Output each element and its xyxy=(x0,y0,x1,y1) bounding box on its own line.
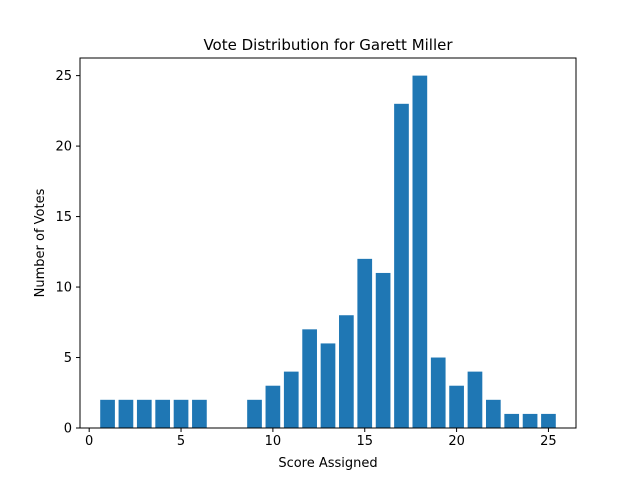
x-tick-label: 25 xyxy=(540,434,557,449)
bar-score-10 xyxy=(265,385,281,428)
bar-score-14 xyxy=(339,315,354,428)
y-axis-ticks: 0 5 10 15 20 25 xyxy=(55,69,80,437)
bar-score-25 xyxy=(541,413,556,428)
bar-score-17 xyxy=(394,103,409,429)
x-tick-label: 0 xyxy=(85,434,93,449)
bar-score-9 xyxy=(247,399,262,428)
bar-score-18 xyxy=(412,75,428,428)
bar-score-4 xyxy=(155,399,171,428)
bar-score-20 xyxy=(449,385,464,428)
y-tick-label: 10 xyxy=(55,281,72,296)
bar-score-24 xyxy=(522,413,538,428)
bar-score-15 xyxy=(357,258,373,428)
x-tick-label: 10 xyxy=(265,434,282,449)
y-tick-label: 25 xyxy=(55,69,72,84)
y-tick-label: 20 xyxy=(55,140,72,155)
bar-score-21 xyxy=(467,371,483,428)
bar-score-1 xyxy=(100,399,115,428)
y-tick-label: 15 xyxy=(55,210,72,225)
y-tick-label: 0 xyxy=(64,422,72,437)
x-axis-label: Score Assigned xyxy=(278,456,377,471)
axes-frame xyxy=(79,57,577,429)
bar-score-16 xyxy=(375,272,391,428)
x-axis-ticks: 0 5 10 15 20 25 xyxy=(85,428,557,449)
x-tick-label: 20 xyxy=(448,434,465,449)
bar-score-3 xyxy=(136,399,152,428)
bar-score-11 xyxy=(283,371,299,428)
bars-group xyxy=(100,75,556,429)
bar-score-5 xyxy=(173,399,189,428)
y-axis-label: Number of Votes xyxy=(33,188,48,297)
bar-score-22 xyxy=(485,399,501,428)
bar-score-6 xyxy=(192,399,207,428)
bar-score-12 xyxy=(302,329,317,428)
x-tick-label: 5 xyxy=(177,434,185,449)
x-tick-label: 15 xyxy=(356,434,373,449)
bar-score-13 xyxy=(320,343,336,428)
y-tick-label: 5 xyxy=(64,351,72,366)
chart-title: Vote Distribution for Garett Miller xyxy=(203,36,453,54)
bar-score-19 xyxy=(430,357,446,428)
bar-score-2 xyxy=(118,399,134,428)
bar-score-23 xyxy=(504,413,520,428)
